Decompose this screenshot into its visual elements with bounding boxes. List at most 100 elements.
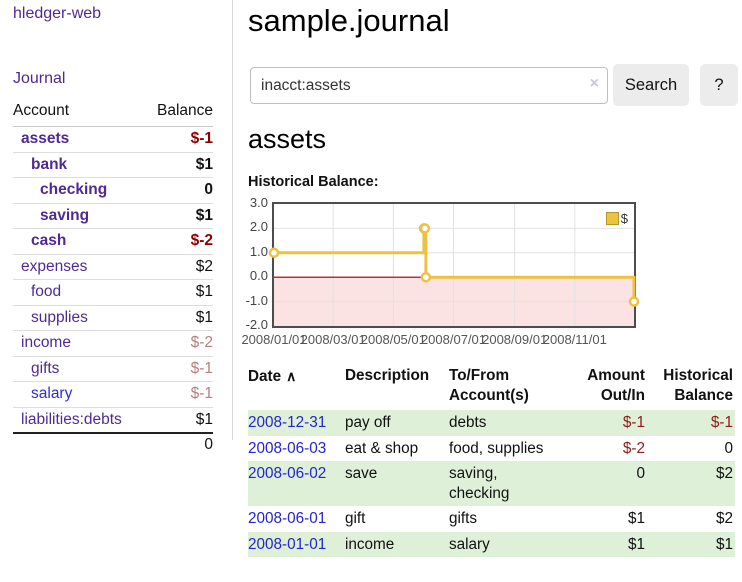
account-heading: assets [248,124,327,154]
balance-cell: $1 [715,535,733,553]
description-cell: pay off [345,414,391,431]
accounts-total-value: 0 [204,436,213,453]
register-row: 2008-01-01 income salary $1 $1 [248,531,735,557]
data-point-marker [420,271,432,283]
account-row: saving $1 [13,203,213,229]
account-balance: $1 [195,410,213,428]
account-balance: $2 [195,257,213,275]
nav-journal-link[interactable]: Journal [13,70,66,87]
account-link-supplies[interactable]: supplies [31,308,88,326]
date-link[interactable]: 2008-06-03 [248,439,327,457]
app-title-link[interactable]: hledger-web [13,5,102,22]
search-box: × [250,67,608,104]
page-title: sample.journal [248,3,450,38]
description-cell: gift [345,510,366,527]
date-link[interactable]: 2008-06-02 [248,465,327,482]
account-balance: $-1 [190,359,213,377]
date-link[interactable]: 2008-06-01 [248,510,327,527]
account-link-income[interactable]: income [21,334,71,351]
sidebar: hledger-web Journal Account Balance asse… [0,0,233,453]
account-row: expenses $2 [13,254,213,280]
account-link-bank[interactable]: bank [31,155,68,173]
account-link-assets[interactable]: assets [21,130,70,147]
chart-title: Historical Balance: [248,174,379,190]
account-row: food $1 [13,279,213,306]
amount-cell: 0 [636,465,645,482]
account-row: liabilities:debts $1 [13,407,213,433]
account-balance: 0 [204,181,213,198]
date-link[interactable]: 2008-01-01 [248,535,327,553]
col-description: Description [345,367,430,384]
y-axis-label: -1.0 [245,292,268,308]
register-row: 2008-12-31 pay off debts $-1 $-1 [248,410,735,436]
register-row: 2008-06-01 gift gifts $1 $2 [248,506,735,532]
account-link-cash[interactable]: cash [31,232,67,249]
register-header-row: Date ∧ Description To/From Account(s) Amo… [248,362,735,410]
date-link[interactable]: 2008-12-31 [248,414,327,431]
historical-balance-chart: 3.0 2.0 1.0 0.0 -1.0 -2.0 $ 2008/01/01 2008/03… [241,196,668,348]
main-content: sample.journal × Search ? assets Histori… [241,0,742,582]
balance-step-line [268,204,640,326]
register-row: 2008-06-02 save saving, checking 0 $2 [248,461,735,506]
account-row: bank $1 [13,152,213,178]
account-row: salary $-1 [13,381,213,408]
x-axis-label: 2008/03/01 [300,332,366,347]
account-link-gifts[interactable]: gifts [31,359,60,377]
register-row: 2008-06-03 eat & shop food, supplies $-2 0 [248,436,735,462]
search-input[interactable] [250,67,608,104]
data-point-marker [419,223,431,234]
accounts-cell: salary [449,535,490,553]
sort-asc-icon: ∧ [286,368,297,384]
register-table: Date ∧ Description To/From Account(s) Amo… [248,362,735,557]
y-axis-label: 3.0 [249,195,268,210]
account-balance: $1 [195,283,213,300]
search-button[interactable]: Search [613,64,689,106]
accounts-table: Account Balance assets $-1 bank $1 checking 0… [13,98,213,459]
col-date[interactable]: Date ∧ [248,368,297,385]
amount-cell: $-2 [622,439,645,457]
x-axis-label: 2008/01/01 [241,332,307,347]
y-axis-label: 1.0 [249,243,268,259]
balance-cell: $2 [715,510,733,527]
account-balance: $-1 [190,385,213,402]
account-link-salary[interactable]: salary [31,385,73,402]
account-row: income $-2 [13,330,213,357]
accounts-header-row: Account Balance [13,98,213,127]
data-point-marker [268,247,280,259]
help-button[interactable]: ? [700,64,738,106]
amount-cell: $-1 [622,414,645,431]
account-link-liabilities-debts[interactable]: liabilities:debts [21,410,122,428]
accounts-col-balance: Balance [145,98,213,127]
y-axis-label: 0.0 [249,268,268,284]
accounts-cell: debts [449,414,487,431]
account-link-expenses[interactable]: expenses [21,257,88,275]
data-point-marker [628,296,640,307]
accounts-cell: food, supplies [449,439,544,457]
account-balance: $1 [195,206,213,224]
account-balance: $-1 [190,130,213,147]
col-accounts: To/From Account(s) [449,367,529,404]
account-link-checking[interactable]: checking [40,181,108,198]
col-amount: Amount Out/In [587,367,645,404]
balance-cell: $-1 [710,414,733,431]
x-axis-label: 2008/11/01 [542,332,607,347]
clear-search-icon[interactable]: × [589,75,599,92]
amount-cell: $1 [627,535,645,553]
description-cell: save [345,465,378,482]
x-axis-label: 2008/09/01 [482,332,548,347]
description-cell: income [345,535,395,553]
description-cell: eat & shop [345,439,419,457]
account-balance: $1 [195,155,213,173]
chart-legend: $ [603,210,630,227]
account-link-food[interactable]: food [31,283,62,300]
account-row: supplies $1 [13,305,213,331]
balance-cell: 0 [724,439,733,457]
account-balance: $-2 [190,334,213,351]
amount-cell: $1 [627,510,645,527]
account-link-saving[interactable]: saving [40,206,90,224]
account-balance: $-2 [190,232,213,249]
accounts-cell: saving, checking [449,465,510,502]
account-balance: $1 [195,308,213,326]
y-axis-label: 2.0 [249,219,268,235]
accounts-total-row: 0 [13,433,213,459]
